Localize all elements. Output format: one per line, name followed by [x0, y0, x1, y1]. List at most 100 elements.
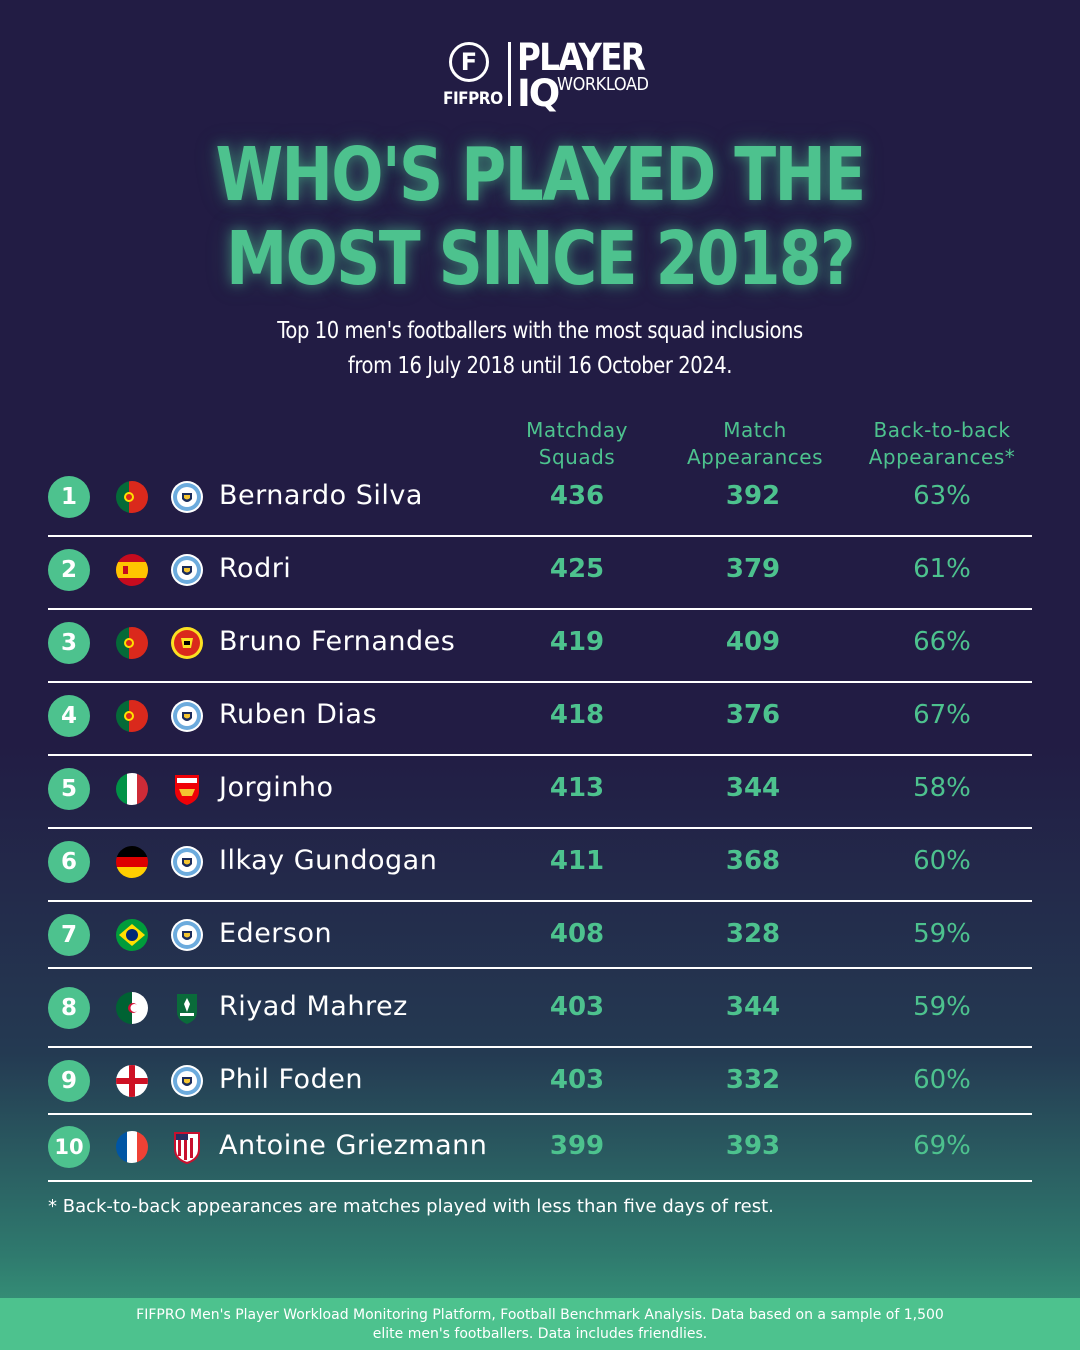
row-divider — [48, 827, 1032, 829]
italy-flag-icon — [116, 773, 148, 805]
back-to-back-value: 69% — [913, 1131, 971, 1161]
player-name: Jorginho — [219, 772, 334, 803]
fifpro-mark: F — [460, 48, 478, 76]
row-divider — [48, 535, 1032, 537]
player-name: Bruno Fernandes — [219, 626, 456, 657]
portugal-flag-icon — [116, 481, 148, 513]
column-header-appearances-l1: Match — [723, 418, 787, 442]
man-city-crest-icon — [170, 918, 204, 952]
column-header-appearances: Match Appearances — [665, 417, 845, 471]
player-name: Rodri — [219, 553, 292, 584]
fifpro-wordmark: FIFPRO — [443, 89, 503, 109]
match-appearances-value: 392 — [725, 481, 781, 511]
column-header-squads-l1: Matchday — [526, 418, 628, 442]
rank-badge: 3 — [48, 622, 90, 664]
matchday-squads-value: 418 — [549, 700, 605, 730]
column-header-b2b-l2: Appearances* — [868, 445, 1016, 469]
rank-badge: 5 — [48, 768, 90, 810]
match-appearances-value: 344 — [725, 992, 781, 1022]
rank-badge: 8 — [48, 987, 90, 1029]
source-line-2: elite men's footballers. Data includes f… — [372, 1326, 708, 1342]
row-divider — [48, 1180, 1032, 1182]
matchday-squads-value: 411 — [549, 846, 605, 876]
back-to-back-value: 66% — [913, 627, 971, 657]
player-name: Phil Foden — [219, 1064, 363, 1095]
player-name: Ilkay Gundogan — [219, 845, 438, 876]
back-to-back-value: 63% — [913, 481, 971, 511]
player-name: Riyad Mahrez — [219, 991, 408, 1022]
logo-workload: WORKLOAD — [557, 74, 649, 95]
atletico-crest-icon — [170, 1130, 204, 1165]
row-divider — [48, 681, 1032, 683]
rank-badge: 4 — [48, 695, 90, 737]
column-header-b2b: Back-to-back Appearances* — [852, 417, 1032, 471]
back-to-back-value: 59% — [913, 919, 971, 949]
match-appearances-value: 409 — [725, 627, 781, 657]
rank-badge: 9 — [48, 1060, 90, 1102]
man-city-crest-icon — [170, 1064, 204, 1098]
fifpro-logo-icon: F — [449, 42, 489, 82]
rank-badge: 7 — [48, 914, 90, 956]
player-name: Bernardo Silva — [219, 480, 423, 511]
row-divider — [48, 900, 1032, 902]
matchday-squads-value: 399 — [549, 1131, 605, 1161]
row-divider — [48, 1046, 1032, 1048]
match-appearances-value: 368 — [725, 846, 781, 876]
match-appearances-value: 332 — [725, 1065, 781, 1095]
man-city-crest-icon — [170, 553, 204, 587]
england-flag-icon — [116, 1065, 148, 1097]
logo-player: PLAYER — [517, 36, 646, 79]
row-divider — [48, 608, 1032, 610]
rank-badge: 2 — [48, 549, 90, 591]
match-appearances-value: 376 — [725, 700, 781, 730]
matchday-squads-value: 436 — [549, 481, 605, 511]
germany-flag-icon — [116, 846, 148, 878]
column-header-b2b-l1: Back-to-back — [873, 418, 1011, 442]
match-appearances-value: 344 — [725, 773, 781, 803]
matchday-squads-value: 419 — [549, 627, 605, 657]
row-divider — [48, 967, 1032, 969]
row-divider — [48, 1113, 1032, 1115]
back-to-back-value: 67% — [913, 700, 971, 730]
headline-line-2: MOST SINCE 2018? — [226, 216, 855, 302]
rank-badge: 6 — [48, 841, 90, 883]
man-city-crest-icon — [170, 699, 204, 733]
rank-badge: 1 — [48, 476, 90, 518]
player-name: Ruben Dias — [219, 699, 378, 730]
match-appearances-value: 379 — [725, 554, 781, 584]
arsenal-crest-icon — [170, 772, 204, 806]
matchday-squads-value: 408 — [549, 919, 605, 949]
man-city-crest-icon — [170, 845, 204, 879]
spain-flag-icon — [116, 554, 148, 586]
source-line-1: FIFPRO Men's Player Workload Monitoring … — [136, 1307, 944, 1323]
logo-iq: IQ — [517, 72, 560, 115]
man-city-crest-icon — [170, 480, 204, 514]
player-name: Ederson — [219, 918, 333, 949]
al-ahli-crest-icon — [170, 991, 204, 1025]
matchday-squads-value: 403 — [549, 1065, 605, 1095]
portugal-flag-icon — [116, 700, 148, 732]
matchday-squads-value: 403 — [549, 992, 605, 1022]
portugal-flag-icon — [116, 627, 148, 659]
headline-line-1: WHO'S PLAYED THE — [215, 132, 866, 218]
matchday-squads-value: 413 — [549, 773, 605, 803]
subtitle-line-1: Top 10 men's footballers with the most s… — [277, 318, 803, 344]
column-header-squads-l2: Squads — [538, 445, 616, 469]
back-to-back-value: 61% — [913, 554, 971, 584]
matchday-squads-value: 425 — [549, 554, 605, 584]
footnote: * Back-to-back appearances are matches p… — [48, 1196, 774, 1217]
france-flag-icon — [116, 1131, 148, 1163]
back-to-back-value: 60% — [913, 846, 971, 876]
algeria-flag-icon — [116, 992, 148, 1024]
rank-badge: 10 — [48, 1126, 90, 1168]
match-appearances-value: 393 — [725, 1131, 781, 1161]
player-name: Antoine Griezmann — [219, 1130, 488, 1161]
column-header-squads: Matchday Squads — [497, 417, 657, 471]
man-united-crest-icon — [170, 626, 204, 660]
back-to-back-value: 58% — [913, 773, 971, 803]
back-to-back-value: 59% — [913, 992, 971, 1022]
match-appearances-value: 328 — [725, 919, 781, 949]
headline: WHO'S PLAYED THE MOST SINCE 2018? — [0, 133, 1080, 301]
logo-divider — [508, 42, 511, 106]
source-bar: FIFPRO Men's Player Workload Monitoring … — [0, 1298, 1080, 1350]
